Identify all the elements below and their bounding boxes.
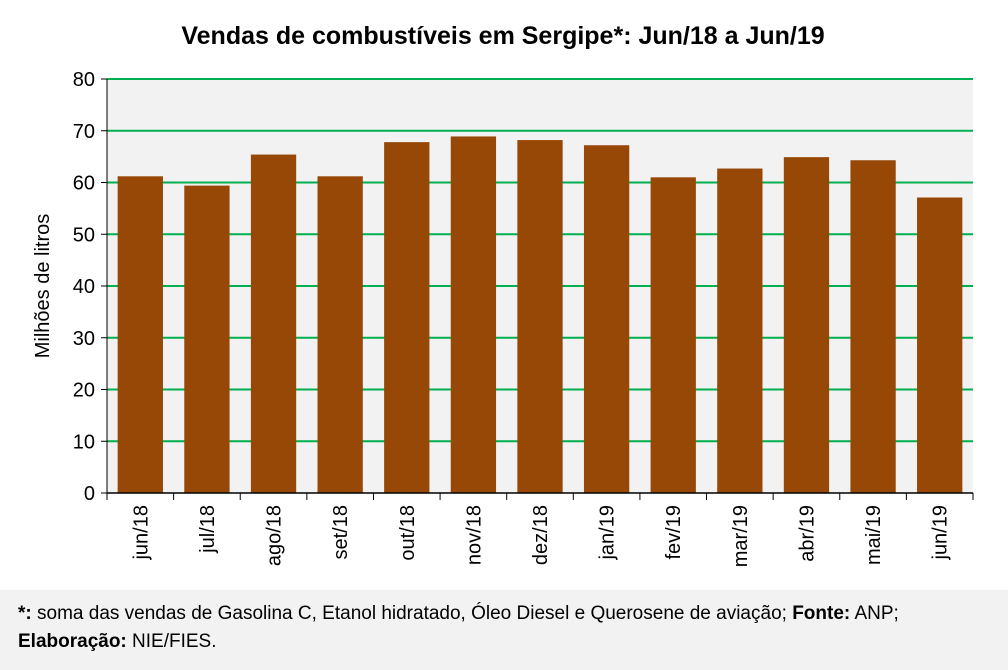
bar-abr-19 bbox=[783, 157, 830, 493]
x-tick-label-out-18: out/18 bbox=[397, 505, 419, 561]
x-tick-label-mar-19: mar/19 bbox=[730, 505, 752, 567]
bar-nov-18 bbox=[450, 136, 497, 493]
x-tick-label-jul-18: jul/18 bbox=[197, 505, 219, 554]
chart-container: 0 10 20 30 40 50 60 70 80 jun/18 jul/18 ago/18 set/1… bbox=[32, 22, 974, 568]
footnote-line-1: *: soma das vendas de Gasolina C, Etanol… bbox=[18, 600, 990, 628]
y-axis-label: Milhões de litros bbox=[32, 214, 54, 359]
y-tick-label-80: 80 bbox=[73, 69, 95, 91]
chart-title: Vendas de combustíveis em Sergipe*: Jun/… bbox=[181, 22, 824, 50]
bar-ago-18 bbox=[250, 154, 297, 493]
source-label: Fonte: bbox=[792, 603, 851, 624]
bar-jan-19 bbox=[583, 145, 630, 494]
x-tick-label-jun-19: jun/19 bbox=[930, 505, 952, 561]
x-tick-label-set-18: set/18 bbox=[330, 505, 352, 559]
x-tick-label-jan-19: jan/19 bbox=[597, 505, 619, 561]
y-tick-label-50: 50 bbox=[73, 224, 95, 246]
bar-mar-19 bbox=[717, 168, 763, 493]
x-tick-label-abr-19: abr/19 bbox=[796, 505, 818, 562]
x-tick-label-jun-18: jun/18 bbox=[130, 505, 152, 561]
x-tick-label-ago-18: ago/18 bbox=[264, 505, 286, 566]
bar-fev-19 bbox=[650, 177, 696, 493]
x-tick-label-nov-18: nov/18 bbox=[463, 505, 485, 565]
footnote-description: soma das vendas de Gasolina C, Etanol hi… bbox=[31, 603, 793, 624]
x-tick-label-mai-19: mai/19 bbox=[863, 505, 885, 565]
credit-label: Elaboração: bbox=[18, 631, 127, 652]
footnote-line-2: Elaboração: NIE/FIES. bbox=[18, 628, 990, 656]
source-value: ANP; bbox=[850, 603, 899, 624]
bar-jun-18 bbox=[117, 176, 163, 494]
y-tick-label-70: 70 bbox=[73, 121, 95, 143]
bar-chart: 0 10 20 30 40 50 60 70 80 jun/18 jul/18 ago/18 set/1… bbox=[32, 22, 974, 567]
bar-set-18 bbox=[317, 176, 363, 494]
x-tick-label-dez-18: dez/18 bbox=[530, 505, 552, 565]
footnote: *: soma das vendas de Gasolina C, Etanol… bbox=[0, 590, 1008, 670]
y-tick-label-20: 20 bbox=[73, 380, 95, 402]
y-tick-label-60: 60 bbox=[73, 173, 95, 195]
y-tick-label-0: 0 bbox=[84, 483, 95, 505]
bar-mai-19 bbox=[850, 160, 896, 493]
x-tick-label-fev-19: fev/19 bbox=[663, 505, 685, 559]
bar-dez-18 bbox=[517, 140, 563, 493]
bar-out-18 bbox=[384, 142, 430, 493]
bar-jun-19 bbox=[917, 197, 963, 493]
y-tick-label-10: 10 bbox=[73, 431, 95, 453]
bar-jul-18 bbox=[184, 185, 230, 494]
footnote-asterisk: *: bbox=[18, 603, 32, 624]
y-tick-label-40: 40 bbox=[73, 276, 95, 298]
credit-value: NIE/FIES. bbox=[126, 631, 217, 652]
y-tick-label-30: 30 bbox=[73, 328, 95, 350]
